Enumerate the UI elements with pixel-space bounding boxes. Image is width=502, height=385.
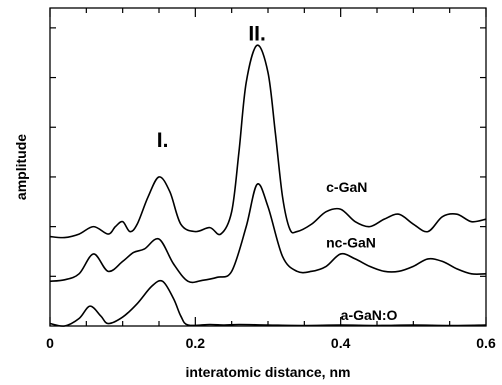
series-label-nc-gan: nc-GaN	[326, 234, 376, 250]
x-tick-label: 0.4	[331, 335, 351, 351]
axis-ticks	[50, 8, 486, 326]
series-labels: c-GaN nc-GaN a-GaN:O	[326, 179, 397, 323]
curves	[50, 45, 486, 326]
x-tick-label: 0.6	[476, 335, 496, 351]
peak-label-1: I.	[157, 129, 169, 152]
x-tick-labels: 0 0.2 0.4 0.6	[46, 335, 496, 351]
peak-label-2: II.	[248, 22, 266, 45]
peak-labels: I. II.	[157, 22, 266, 152]
x-axis-title: interatomic distance, nm	[186, 364, 351, 380]
plot-frame	[50, 8, 486, 326]
series-label-c-gan: c-GaN	[326, 179, 367, 195]
y-axis-title: amplitude	[13, 134, 29, 200]
x-tick-label: 0	[46, 335, 54, 351]
series-line-nc-gan	[50, 184, 486, 283]
x-tick-label: 0.2	[186, 335, 206, 351]
series-label-a-gan-o: a-GaN:O	[341, 307, 398, 323]
series-line-a-gan-o	[50, 281, 486, 327]
